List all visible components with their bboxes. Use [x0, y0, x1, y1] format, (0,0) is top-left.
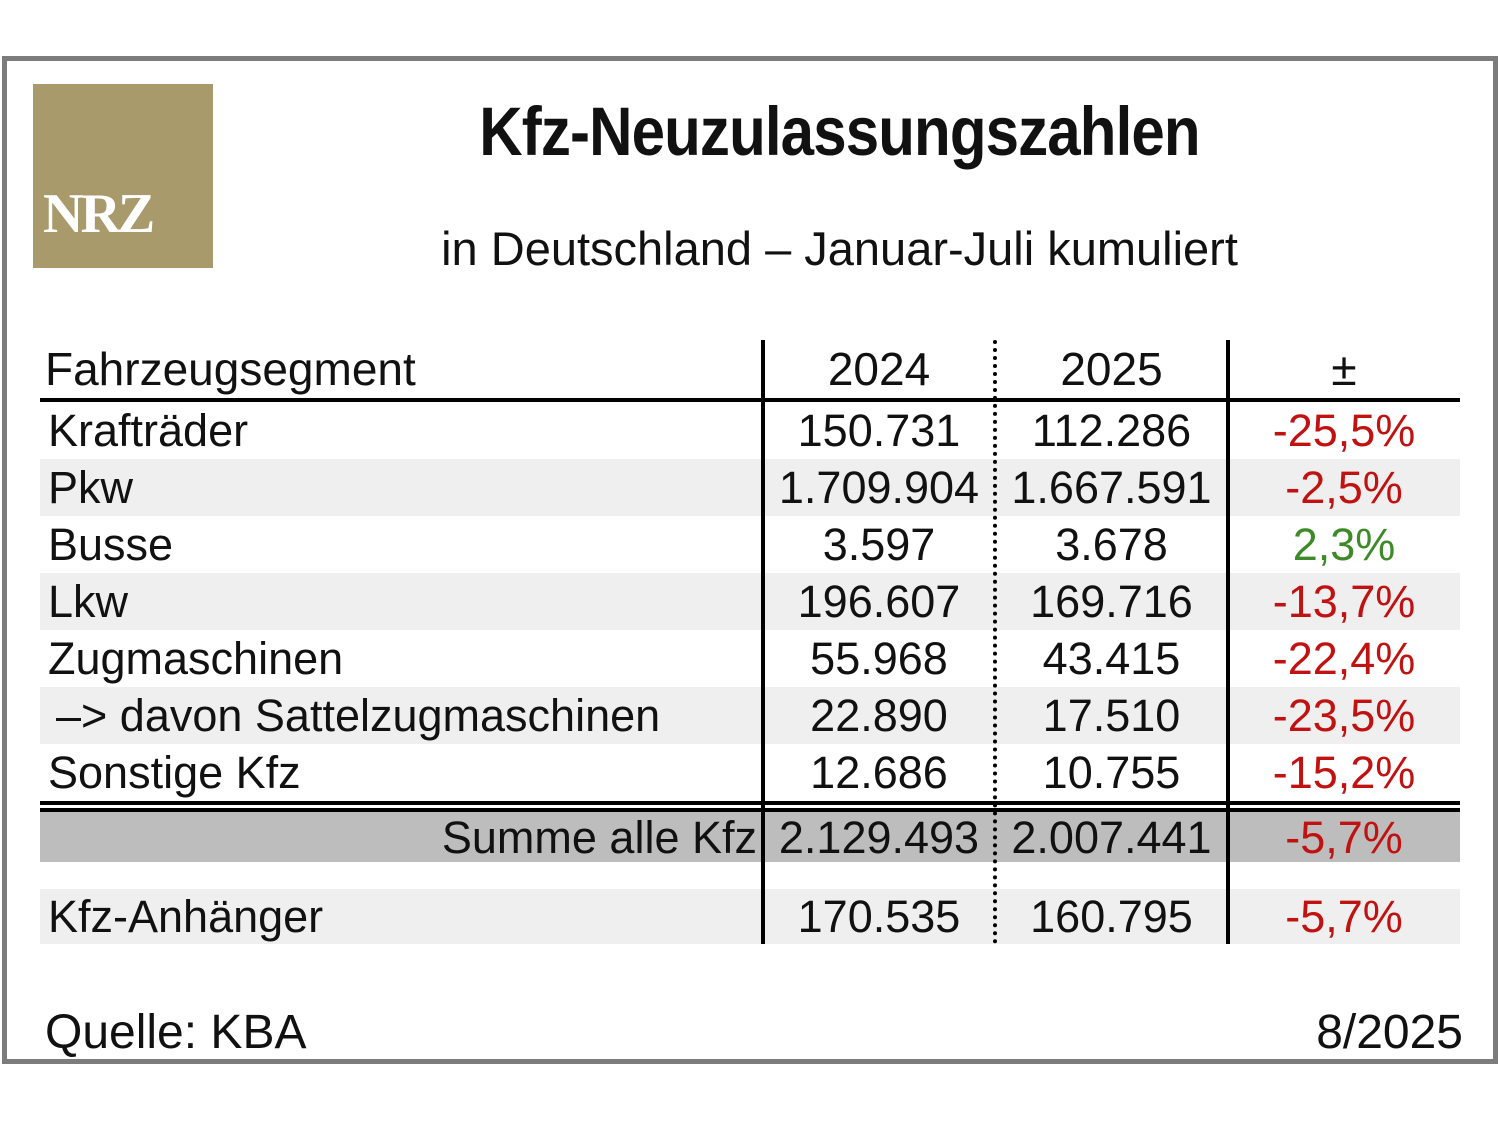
value-2024: 1.709.904: [778, 462, 980, 513]
value-2024: 170.535: [797, 891, 961, 942]
value-2024: 150.731: [797, 405, 961, 456]
issue-date: 8/2025: [1316, 1006, 1463, 1059]
nrz-logo: NRZ: [33, 84, 213, 268]
row-spacer: [40, 862, 1460, 889]
segment-label: Pkw: [48, 462, 134, 513]
nrz-logo-text: NRZ: [43, 183, 155, 245]
column-divider-solid-left: [761, 340, 765, 944]
summary-2024: 2.129.493: [778, 811, 980, 863]
table-header-row: Fahrzeugsegment 2024 2025 ±: [40, 340, 1460, 398]
value-2025: 10.755: [1042, 747, 1181, 798]
segment-label: Lkw: [48, 576, 129, 627]
change-value: -25,5%: [1272, 405, 1416, 456]
change-value: -5,7%: [1285, 891, 1403, 942]
summary-change: -5,7%: [1285, 811, 1403, 863]
value-2024: 22.890: [810, 690, 948, 741]
value-2025: 112.286: [1031, 405, 1192, 456]
change-value: -22,4%: [1272, 633, 1416, 684]
value-2025: 160.795: [1030, 891, 1193, 942]
segment-label: Sonstige Kfz: [48, 747, 301, 798]
value-2025: 3.678: [1055, 519, 1168, 570]
change-value: -2,5%: [1285, 462, 1403, 513]
table-row-kfz-anhaenger: Kfz-Anhänger 170.535 160.795 -5,7%: [40, 889, 1460, 944]
source-note: Quelle: KBA: [45, 1006, 307, 1059]
summary-2025: 2.007.441: [1011, 811, 1212, 863]
change-value: 2,3%: [1292, 519, 1396, 570]
summary-label: Summe alle Kfz: [441, 811, 757, 863]
value-2025: 43.415: [1042, 633, 1181, 684]
segment-label: Zugmaschinen: [48, 633, 344, 684]
table-row-sonstige-kfz: Sonstige Kfz 12.686 10.755 -15,2%: [40, 744, 1460, 801]
table-row-kraftraeder: Krafträder 150.731 112.286 -25,5%: [40, 402, 1460, 459]
segment-label: –> davon Sattelzugmaschinen: [56, 690, 661, 741]
col-header-segment: Fahrzeugsegment: [45, 343, 416, 395]
content-frame: NRZ Kfz-Neuzulassungszahlen in Deutschla…: [2, 56, 1498, 1064]
change-value: -13,7%: [1272, 576, 1416, 627]
col-header-delta: ±: [1331, 343, 1357, 395]
segment-label: Kfz-Anhänger: [48, 891, 324, 942]
summary-double-rule: [40, 801, 1460, 812]
value-2024: 55.968: [810, 633, 948, 684]
col-header-2025: 2025: [1060, 343, 1163, 395]
col-header-2024: 2024: [827, 343, 931, 395]
segment-label: Krafträder: [48, 405, 249, 456]
value-2025: 17.510: [1042, 690, 1181, 741]
table-row-lkw: Lkw 196.607 169.716 -13,7%: [40, 573, 1460, 630]
value-2024: 3.597: [822, 519, 936, 570]
table-row-summe: Summe alle Kfz 2.129.493 2.007.441 -5,7%: [40, 812, 1460, 862]
segment-label: Busse: [48, 519, 174, 570]
value-2025: 1.667.591: [1011, 462, 1212, 513]
change-value: -15,2%: [1272, 747, 1416, 798]
table-row-busse: Busse 3.597 3.678 2,3%: [40, 516, 1460, 573]
table-row-pkw: Pkw 1.709.904 1.667.591 -2,5%: [40, 459, 1460, 516]
column-divider-dotted: [993, 340, 997, 944]
change-value: -23,5%: [1272, 690, 1416, 741]
value-2024: 12.686: [810, 747, 948, 798]
column-divider-solid-right: [1226, 340, 1230, 944]
page-title: Kfz-Neuzulassungszahlen: [479, 93, 1200, 170]
value-2024: 196.607: [797, 576, 961, 627]
table-row-zugmaschinen: Zugmaschinen 55.968 43.415 -22,4%: [40, 630, 1460, 687]
value-2025: 169.716: [1030, 576, 1193, 627]
header-rule: [40, 398, 1460, 402]
registrations-table: Fahrzeugsegment 2024 2025 ± Krafträder 1…: [40, 340, 1460, 945]
table-row-sattelzugmaschinen: –> davon Sattelzugmaschinen 22.890 17.51…: [40, 687, 1460, 744]
page-subtitle: in Deutschland – Januar-Juli kumuliert: [441, 222, 1238, 275]
